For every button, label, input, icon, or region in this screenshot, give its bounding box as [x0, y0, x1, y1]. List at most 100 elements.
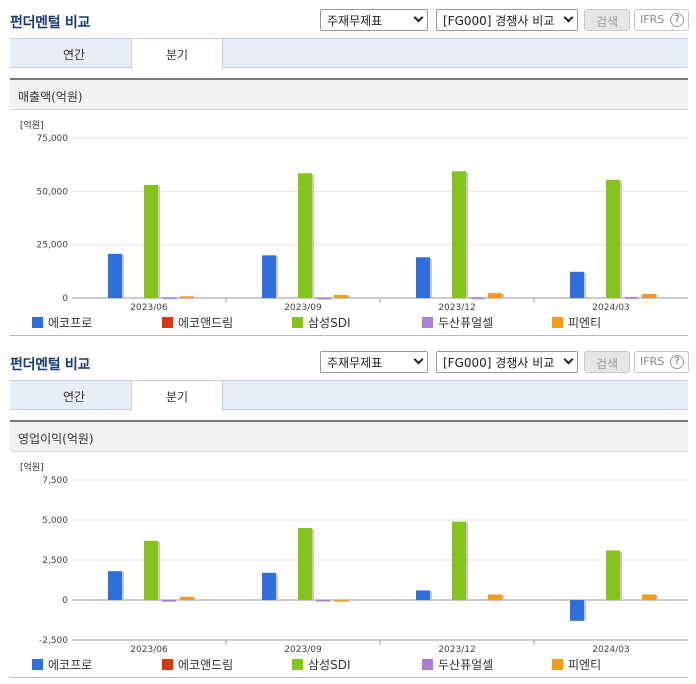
legend-swatch — [32, 659, 43, 670]
search-button[interactable]: 검색 — [584, 351, 630, 373]
legend-label: 두산퓨얼셀 — [438, 658, 494, 672]
legend-swatch — [162, 659, 173, 670]
compare-select[interactable]: [FG000] 경쟁사 비교 — [436, 9, 578, 31]
chart-title: 영업이익(억원) — [18, 432, 94, 446]
bar[interactable] — [144, 540, 158, 600]
legend-item[interactable]: 삼성SDI — [292, 314, 350, 330]
revenue-bar-chart: 0 25,000 50,000 75,000 2023/06 2023/09 2023/12… — [37, 134, 688, 313]
y-tick-label: 7,500 — [42, 476, 68, 486]
legend-item[interactable]: 피엔티 — [552, 314, 601, 330]
legend-swatch — [292, 659, 303, 670]
x-tick-label: 2023/06 — [130, 645, 168, 655]
bar[interactable] — [162, 600, 176, 602]
bar[interactable] — [642, 293, 656, 298]
compare-select[interactable]: [FG000] 경쟁사 비교 — [436, 351, 578, 373]
operating-profit-bar-chart: -2,500 0 2,500 5,000 7,500 2023/06 2023/09 2023… — [39, 476, 688, 655]
tab-annual[interactable]: 연간 — [62, 48, 86, 62]
chevron-down-icon — [413, 354, 424, 365]
legend-label: 두산퓨얼셀 — [438, 316, 494, 330]
legend-item[interactable]: 에코프로 — [32, 314, 92, 330]
bar-shadow — [318, 298, 332, 300]
help-icon[interactable]: ? — [670, 355, 684, 369]
bar[interactable] — [642, 594, 656, 600]
y-tick-label: 0 — [62, 294, 68, 304]
legend-swatch — [32, 317, 43, 328]
bar[interactable] — [108, 571, 122, 600]
bar[interactable] — [570, 271, 584, 298]
legend-swatch — [552, 659, 563, 670]
legend-label: 삼성SDI — [308, 316, 351, 330]
bar[interactable] — [108, 253, 122, 298]
legend-item[interactable]: 두산퓨얼셀 — [422, 656, 493, 672]
chevron-down-icon — [413, 12, 424, 23]
bar[interactable] — [606, 179, 620, 298]
bar-shadow — [182, 297, 196, 299]
legend-item[interactable]: 에코프로 — [32, 656, 92, 672]
bar[interactable] — [416, 590, 430, 600]
bar[interactable] — [452, 521, 466, 600]
legend-label: 에코프로 — [48, 316, 93, 330]
bar[interactable] — [162, 297, 176, 299]
bar[interactable] — [416, 257, 430, 298]
x-tick-label: 2023/12 — [438, 303, 475, 313]
panel-header: 펀더멘털 비교 주재무제표 [FG000] 경쟁사 비교 검색 IFRS ? — [0, 342, 696, 380]
legend-item[interactable]: 삼성SDI — [292, 656, 350, 672]
bar[interactable] — [570, 600, 584, 621]
bar[interactable] — [488, 594, 502, 600]
bar[interactable] — [298, 173, 312, 298]
ifrs-button[interactable]: IFRS ? — [634, 9, 689, 31]
x-tick-label: 2024/03 — [592, 303, 629, 313]
report-type-select[interactable]: 주재무제표 — [320, 9, 428, 31]
legend-label: 에코앤드림 — [178, 658, 234, 672]
fundamental-panel-operating-profit: 펀더멘털 비교 주재무제표 [FG000] 경쟁사 비교 검색 IFRS ? 연… — [0, 342, 696, 684]
bar[interactable] — [470, 297, 484, 299]
bar[interactable] — [262, 572, 276, 600]
bar-shadow — [472, 298, 486, 300]
bar[interactable] — [334, 600, 348, 602]
legend-swatch — [422, 317, 433, 328]
compare-value: [FG000] 경쟁사 비교 — [443, 14, 555, 28]
report-type-value: 주재무제표 — [327, 356, 383, 370]
bar[interactable] — [334, 295, 348, 298]
bar-shadow — [164, 298, 178, 300]
tab-quarter[interactable]: 분기 — [131, 39, 223, 69]
search-button[interactable]: 검색 — [584, 9, 630, 31]
bar[interactable] — [452, 171, 466, 298]
legend-item[interactable]: 피엔티 — [552, 656, 601, 672]
legend-item[interactable]: 두산퓨얼셀 — [422, 314, 493, 330]
bar[interactable] — [316, 600, 330, 602]
legend-label: 에코프로 — [48, 658, 93, 672]
x-tick-label: 2024/03 — [592, 645, 629, 655]
tab-quarter[interactable]: 분기 — [131, 381, 223, 411]
bar[interactable] — [180, 596, 194, 600]
bar[interactable] — [144, 184, 158, 298]
unit-label: [억원] — [20, 463, 44, 473]
report-type-value: 주재무제표 — [327, 14, 383, 28]
bar[interactable] — [316, 297, 330, 299]
chevron-down-icon — [563, 12, 574, 23]
tab-annual[interactable]: 연간 — [62, 390, 86, 404]
unit-label: [억원] — [20, 121, 44, 131]
ifrs-button[interactable]: IFRS ? — [634, 351, 689, 373]
panel-title: 펀더멘털 비교 — [10, 15, 91, 31]
chart-title-bar: 영업이익(억원) — [10, 422, 688, 452]
legend-item[interactable]: 에코앤드림 — [162, 314, 233, 330]
panel-header: 펀더멘털 비교 주재무제표 [FG000] 경쟁사 비교 검색 IFRS ? — [0, 0, 696, 38]
bar[interactable] — [262, 255, 276, 298]
legend-swatch — [552, 317, 563, 328]
bar[interactable] — [606, 550, 620, 600]
legend-label: 피엔티 — [568, 316, 602, 330]
compare-value: [FG000] 경쟁사 비교 — [443, 356, 555, 370]
legend-swatch — [292, 317, 303, 328]
ifrs-label: IFRS — [640, 355, 665, 368]
bar[interactable] — [298, 528, 312, 600]
bar[interactable] — [624, 296, 638, 299]
bar[interactable] — [180, 296, 194, 298]
legend-item[interactable]: 에코앤드림 — [162, 656, 233, 672]
period-tabs: 연간 분기 — [10, 380, 688, 411]
bar[interactable] — [488, 293, 502, 298]
report-type-select[interactable]: 주재무제표 — [320, 351, 428, 373]
chart-title: 매출액(억원) — [18, 90, 83, 104]
x-tick-label: 2023/06 — [130, 303, 168, 313]
help-icon[interactable]: ? — [670, 13, 684, 27]
